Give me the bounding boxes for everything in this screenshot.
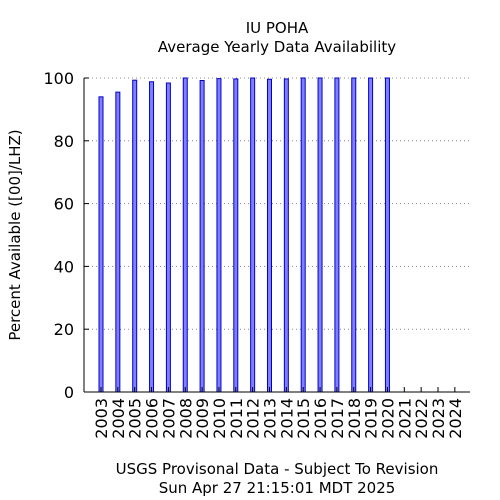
footer-timestamp: Sun Apr 27 21:15:01 MDT 2025 [159, 479, 396, 497]
bar-2019 [368, 77, 374, 393]
bars [98, 77, 390, 393]
x-tick-label: 2020 [378, 398, 397, 439]
bar-2004 [115, 91, 121, 393]
x-tick-label: 2015 [294, 398, 313, 439]
bar-2008 [182, 77, 188, 393]
y-tick-label: 60 [54, 195, 74, 214]
x-tick-label: 2012 [244, 398, 263, 439]
y-tick-label: 0 [64, 383, 74, 402]
y-ticks: 0 20 40 60 80 100 [43, 69, 89, 402]
x-tick-label: 2005 [126, 398, 145, 439]
x-tick-label: 2006 [143, 398, 162, 439]
x-tick-label: 2023 [429, 398, 448, 439]
bar-2007 [165, 82, 171, 393]
y-tick-label: 80 [54, 132, 74, 151]
bar-2015 [300, 77, 306, 393]
footer-disclaimer: USGS Provisonal Data - Subject To Revisi… [116, 460, 439, 478]
y-axis-label: Percent Available ([00]/LHZ) [6, 129, 24, 340]
bar-2014 [283, 78, 289, 393]
x-tick-label: 2018 [345, 398, 364, 439]
x-tick-label: 2011 [227, 398, 246, 439]
y-tick-label: 40 [54, 257, 74, 276]
grid-lines [84, 77, 470, 330]
bar-2016 [317, 77, 323, 393]
bar-2010 [216, 78, 222, 393]
bar-2005 [132, 79, 138, 393]
bar-2020 [384, 77, 390, 393]
y-tick-label: 20 [54, 320, 74, 339]
x-tick-label: 2004 [109, 398, 128, 439]
x-tick-label: 2003 [92, 398, 111, 439]
bar-2013 [267, 78, 272, 393]
x-ticks: 2003200420052006200720082009201020112012… [92, 387, 465, 439]
x-tick-label: 2024 [446, 398, 465, 439]
x-tick-label: 2017 [328, 398, 347, 439]
x-tick-label: 2022 [412, 398, 431, 439]
bar-2011 [233, 78, 239, 393]
bar-2017 [334, 77, 340, 393]
x-tick-label: 2019 [362, 398, 381, 439]
bar-2018 [351, 77, 357, 393]
y-tick-label: 100 [43, 69, 74, 88]
x-tick-label: 2014 [277, 398, 296, 439]
chart-title: IU POHA [246, 19, 309, 37]
x-tick-label: 2013 [261, 398, 280, 439]
x-tick-label: 2010 [210, 398, 229, 439]
x-tick-label: 2016 [311, 398, 330, 439]
bar-2012 [250, 77, 256, 393]
x-tick-label: 2009 [193, 398, 212, 439]
bar-2003 [98, 96, 104, 393]
x-tick-label: 2008 [176, 398, 195, 439]
bar-2006 [149, 81, 155, 393]
chart-subtitle: Average Yearly Data Availability [158, 38, 396, 56]
x-tick-label: 2021 [395, 398, 414, 439]
x-tick-label: 2007 [159, 398, 178, 439]
bar-2009 [199, 80, 205, 393]
